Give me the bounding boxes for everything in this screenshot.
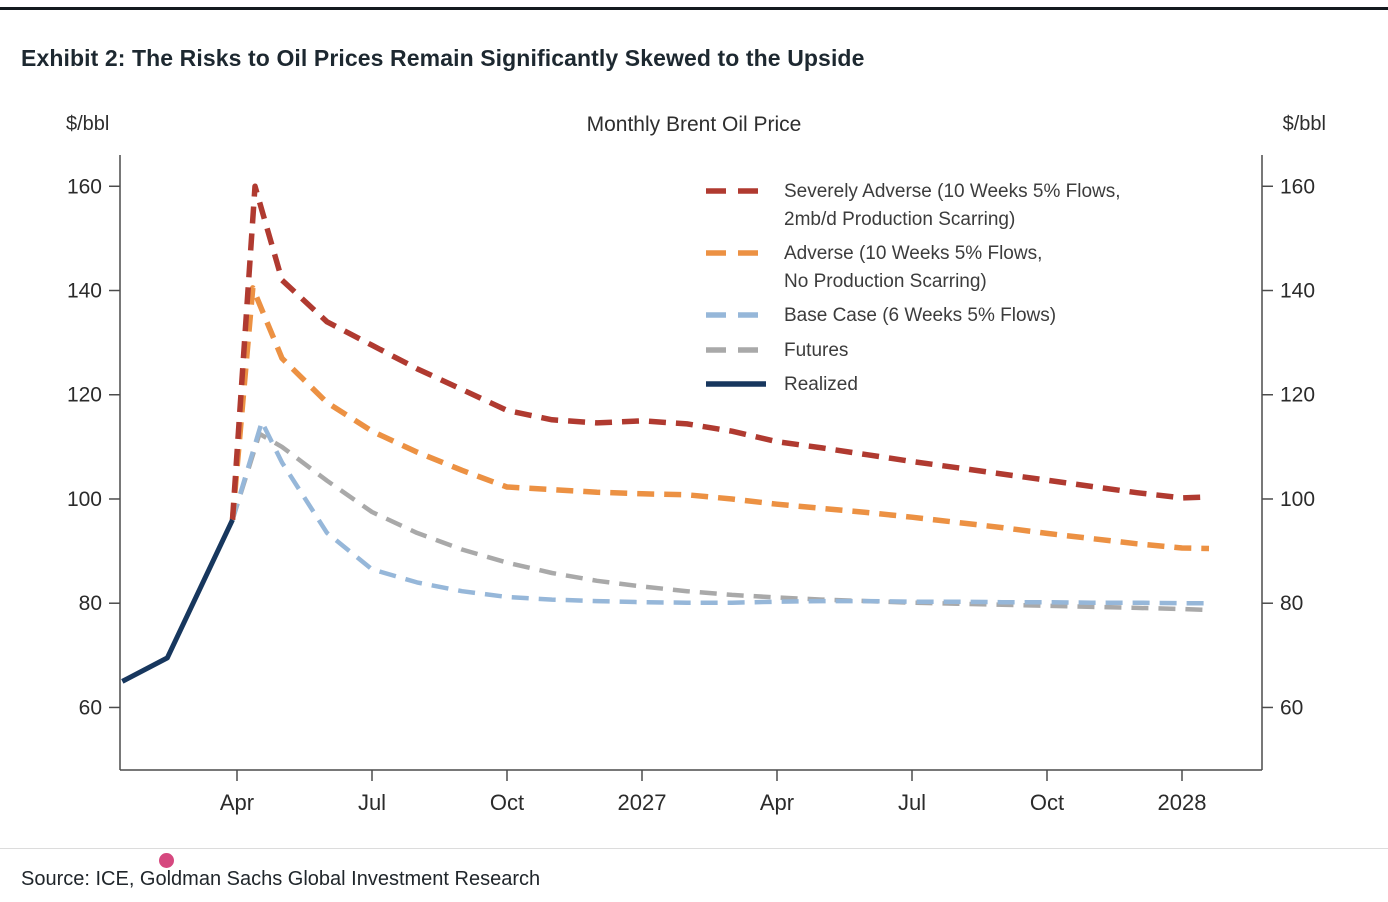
x-tick-label: 2028 [1158, 790, 1207, 815]
y-axis-unit-right: $/bbl [1282, 113, 1326, 135]
y-tick-label-left: 80 [79, 592, 102, 615]
legend-label-realized: Realized [784, 374, 858, 396]
top-rule [0, 7, 1388, 10]
y-tick-label-left: 100 [67, 488, 102, 511]
legend-swatch-futures [706, 346, 766, 353]
y-tick-label-left: 140 [67, 280, 102, 303]
legend-label-futures: Futures [784, 339, 849, 361]
legend-swatch-adverse [706, 250, 766, 256]
y-tick-label-right: 160 [1280, 175, 1315, 198]
y-tick-label-right: 140 [1280, 280, 1315, 303]
footer-rule [0, 848, 1388, 849]
x-tick-label: Apr [760, 790, 794, 815]
cursor-dot [159, 853, 174, 868]
x-tick-label: Oct [1030, 790, 1064, 815]
series-line-severely-adverse [229, 183, 1210, 520]
x-tick-label: Jul [358, 790, 386, 815]
series-line-realized [121, 518, 235, 684]
legend-label-adverse: Adverse (10 Weeks 5% Flows, No Productio… [784, 243, 1043, 292]
x-tick-label: Jul [898, 790, 926, 815]
legend-item-base-case: Base Case (6 Weeks 5% Flows) [706, 302, 1121, 330]
legend-swatch-base-case [706, 312, 766, 318]
series-line-base-case [230, 419, 1209, 606]
legend-swatch-realized [706, 381, 766, 388]
y-tick-label-right: 80 [1280, 592, 1303, 615]
y-tick-label-left: 60 [79, 696, 102, 719]
legend-item-realized: Realized [706, 371, 1121, 399]
series-line-futures [230, 431, 1210, 613]
x-tick-label: Apr [220, 790, 254, 815]
x-tick-label: 2027 [618, 790, 667, 815]
y-tick-label-right: 100 [1280, 488, 1315, 511]
price-chart: 160 160 140 140 120 120 100 100 80 80 60 60 Apr Jul Oc… [67, 155, 1315, 815]
exhibit-title: Exhibit 2: The Risks to Oil Prices Remai… [21, 45, 865, 72]
y-axis-unit-left: $/bbl [66, 113, 110, 135]
legend-label-base-case: Base Case (6 Weeks 5% Flows) [784, 305, 1057, 327]
legend-item-futures: Futures [706, 337, 1121, 365]
footer: Source: ICE, Goldman Sachs Global Invest… [0, 848, 1388, 902]
y-tick-label-right: 120 [1280, 384, 1315, 407]
legend-item-severely-adverse: Severely Adverse (10 Weeks 5% Flows, 2mb… [706, 178, 1121, 233]
chart-title: Monthly Brent Oil Price [586, 113, 802, 136]
chart-area: $/bbl Monthly Brent Oil Price $/bbl 160 1… [0, 100, 1388, 832]
y-tick-label-right: 60 [1280, 696, 1303, 719]
legend-swatch-severely-adverse [706, 188, 766, 194]
y-tick-label-left: 160 [67, 175, 102, 198]
series-line-adverse [229, 285, 1210, 552]
chart-legend: Severely Adverse (10 Weeks 5% Flows, 2mb… [706, 178, 1121, 399]
legend-item-adverse: Adverse (10 Weeks 5% Flows, No Productio… [706, 240, 1121, 295]
y-tick-label-left: 120 [67, 384, 102, 407]
source-text: Source: ICE, Goldman Sachs Global Invest… [21, 868, 541, 890]
legend-label-severely-adverse: Severely Adverse (10 Weeks 5% Flows, 2mb… [784, 181, 1121, 230]
x-tick-label: Oct [490, 790, 524, 815]
